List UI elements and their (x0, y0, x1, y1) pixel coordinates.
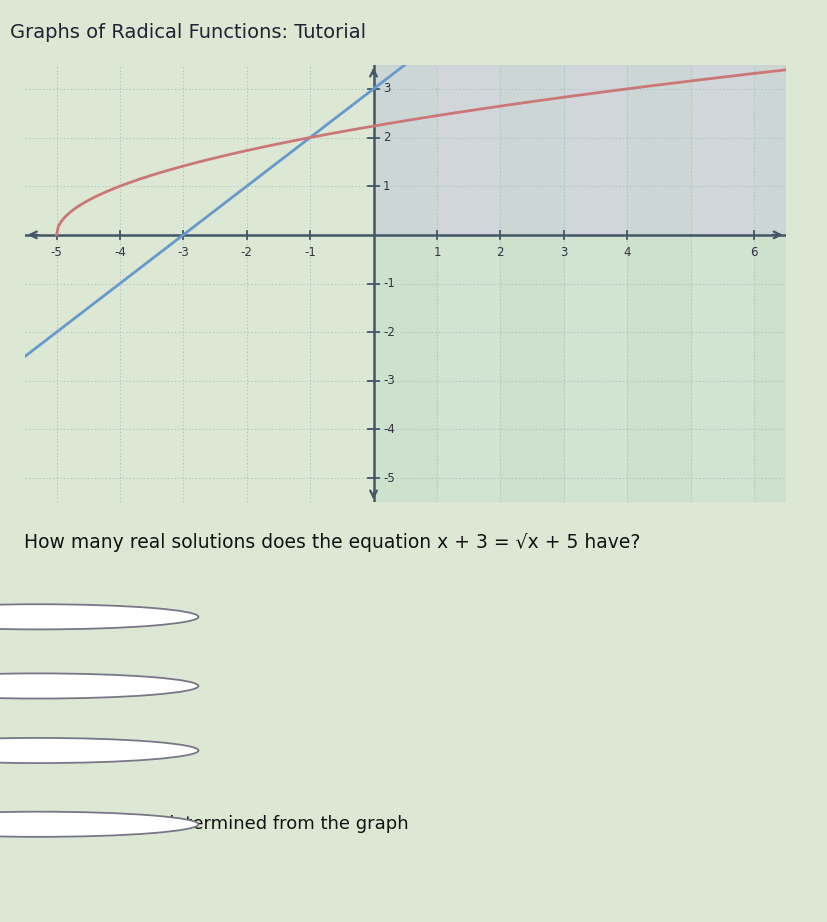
Text: -2: -2 (383, 325, 395, 338)
Text: -4: -4 (114, 245, 126, 258)
Text: cannot be determined from the graph: cannot be determined from the graph (68, 815, 409, 833)
Text: 1: 1 (383, 180, 390, 193)
Text: 1: 1 (433, 245, 441, 258)
Text: -4: -4 (383, 423, 395, 436)
Text: 3: 3 (560, 245, 567, 258)
Bar (374, 65, 786, 502)
Circle shape (0, 811, 198, 837)
Text: zero: zero (68, 608, 106, 626)
Text: -1: -1 (304, 245, 316, 258)
Text: 2: 2 (496, 245, 504, 258)
Text: 2: 2 (383, 131, 390, 144)
Bar (754, 65, 817, 502)
Text: two: two (68, 741, 100, 760)
Text: 4: 4 (624, 245, 631, 258)
Text: one: one (68, 677, 101, 695)
Bar (374, 65, 786, 235)
Text: How many real solutions does the equation x + 3 = √x + 5 have?: How many real solutions does the equatio… (25, 533, 641, 552)
Bar (500, 65, 564, 502)
Bar (627, 65, 691, 502)
Circle shape (0, 738, 198, 763)
Text: -1: -1 (383, 277, 395, 290)
Text: Graphs of Radical Functions: Tutorial: Graphs of Radical Functions: Tutorial (10, 23, 366, 42)
Text: -5: -5 (383, 472, 394, 485)
Bar (374, 65, 437, 502)
Text: 6: 6 (750, 245, 758, 258)
Circle shape (0, 673, 198, 699)
Text: -2: -2 (241, 245, 253, 258)
Text: 3: 3 (383, 82, 390, 95)
Text: -3: -3 (178, 245, 189, 258)
Text: -3: -3 (383, 374, 394, 387)
Text: -5: -5 (50, 245, 62, 258)
Circle shape (0, 604, 198, 630)
